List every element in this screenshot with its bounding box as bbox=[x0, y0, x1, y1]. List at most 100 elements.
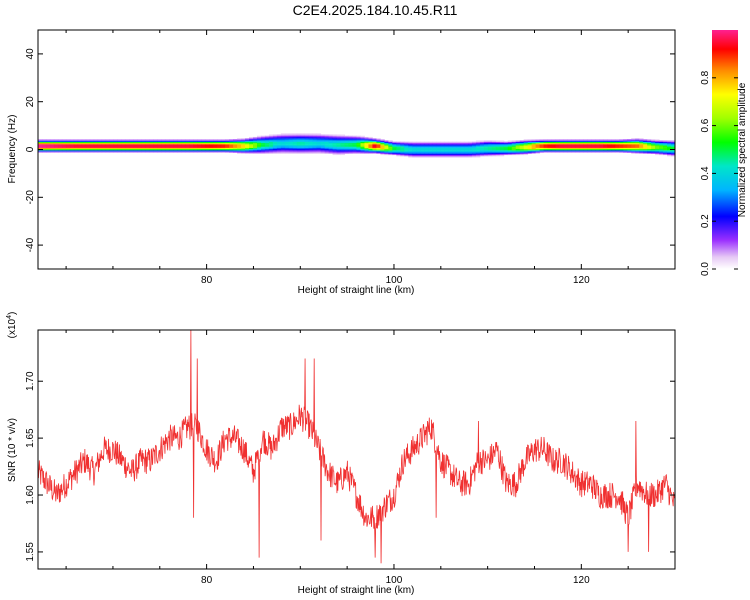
heatmap-cell bbox=[129, 148, 134, 151]
heatmap-cell bbox=[101, 141, 107, 144]
heatmap-cell bbox=[336, 140, 341, 142]
heatmap-cell bbox=[81, 141, 87, 144]
heatmap-cell bbox=[436, 145, 441, 147]
heatmap-cell bbox=[292, 138, 298, 140]
heatmap-cell bbox=[288, 134, 294, 136]
heatmap-cell bbox=[623, 140, 628, 142]
heatmap-cell bbox=[316, 152, 322, 154]
heatmap-cell bbox=[316, 141, 322, 144]
heatmap-cell bbox=[615, 139, 620, 141]
heatmap-cell bbox=[304, 141, 310, 144]
heatmap-cell bbox=[85, 151, 91, 153]
heatmap-cell bbox=[615, 142, 620, 145]
heatmap-cell bbox=[547, 140, 552, 142]
heatmap-cell bbox=[643, 148, 648, 151]
heatmap-cell bbox=[121, 141, 126, 144]
heatmap-cell bbox=[41, 144, 47, 146]
heatmap-cell bbox=[519, 148, 525, 151]
heatmap-cell bbox=[213, 142, 218, 145]
heatmap-cell bbox=[205, 148, 210, 151]
heatmap-cell bbox=[304, 139, 310, 141]
heatmap-cell bbox=[153, 147, 158, 150]
heatmap-cell bbox=[105, 148, 111, 151]
heatmap-cell bbox=[467, 150, 473, 152]
heatmap-cell bbox=[595, 147, 600, 150]
heatmap-cell bbox=[332, 142, 337, 145]
heatmap-cell bbox=[531, 146, 537, 148]
heatmap-cell bbox=[328, 135, 334, 138]
heatmap-cell bbox=[209, 144, 214, 146]
heatmap-cell bbox=[611, 146, 616, 148]
heatmap-cell bbox=[503, 152, 509, 154]
heatmap-cell bbox=[448, 154, 453, 157]
heatmap-cell bbox=[635, 144, 640, 146]
heatmap-cell bbox=[272, 141, 278, 144]
heatmap-cell bbox=[165, 147, 170, 150]
heatmap-cell bbox=[129, 145, 134, 147]
heatmap-cell bbox=[197, 147, 202, 150]
heatmap-cell bbox=[404, 148, 409, 151]
heatmap-cell bbox=[436, 142, 441, 145]
heatmap-cell bbox=[344, 152, 349, 154]
heatmap-cell bbox=[229, 140, 234, 142]
heatmap-cell bbox=[511, 152, 517, 154]
heatmap-cell bbox=[432, 142, 437, 145]
heatmap-cell bbox=[264, 145, 270, 147]
heatmap-cell bbox=[292, 152, 298, 154]
heatmap-cell bbox=[284, 144, 290, 146]
heatmap-cell bbox=[229, 145, 234, 147]
heatmap-cell bbox=[296, 146, 302, 148]
heatmap-cell bbox=[523, 141, 529, 144]
heatmap-cell bbox=[452, 153, 457, 156]
heatmap-cell bbox=[272, 134, 278, 136]
heatmap-cell bbox=[587, 146, 592, 148]
heatmap-cell bbox=[129, 144, 134, 146]
heatmap-cell bbox=[463, 141, 469, 144]
heatmap-cell bbox=[264, 144, 270, 146]
heatmap-cell bbox=[491, 141, 497, 144]
heatmap-cell bbox=[316, 135, 322, 138]
heatmap-cell bbox=[85, 145, 91, 147]
heatmap-cell bbox=[165, 151, 170, 153]
heatmap-cell bbox=[515, 141, 521, 144]
heatmap-cell bbox=[296, 148, 302, 151]
heatmap-cell bbox=[173, 145, 178, 147]
heatmap-cell bbox=[579, 146, 584, 148]
heatmap-cell bbox=[241, 150, 246, 152]
heatmap-cell bbox=[249, 146, 254, 148]
snr-frame bbox=[37, 329, 676, 570]
heatmap-cell bbox=[233, 141, 238, 144]
heatmap-cell bbox=[296, 151, 302, 153]
heatmap-cell bbox=[471, 146, 477, 148]
heatmap-cell bbox=[304, 145, 310, 147]
heatmap-cell bbox=[213, 140, 218, 142]
heatmap-cell bbox=[296, 134, 302, 136]
heatmap-cell bbox=[607, 144, 612, 146]
heatmap-cell bbox=[340, 139, 345, 141]
heatmap-cell bbox=[197, 144, 202, 146]
heatmap-cell bbox=[332, 145, 337, 147]
heatmap-cell bbox=[440, 142, 445, 145]
heatmap-cell bbox=[189, 148, 194, 151]
heatmap-cell bbox=[288, 144, 294, 146]
heatmap-cell bbox=[340, 153, 345, 156]
heatmap-cell bbox=[475, 142, 481, 145]
heatmap-cell bbox=[173, 142, 178, 145]
heatmap-cell bbox=[241, 142, 246, 145]
heatmap-cell bbox=[268, 148, 274, 151]
heatmap-cell bbox=[117, 139, 123, 141]
heatmap-cell bbox=[193, 145, 198, 147]
heatmap-cell bbox=[364, 139, 369, 141]
heatmap-cell bbox=[73, 146, 79, 148]
heatmap-cell bbox=[348, 136, 353, 139]
heatmap-cell bbox=[444, 141, 449, 144]
heatmap-cell bbox=[440, 150, 445, 152]
heatmap-cell bbox=[380, 147, 385, 150]
heatmap-cell bbox=[368, 138, 373, 140]
heatmap-cell bbox=[671, 147, 675, 150]
heatmap-cell bbox=[392, 151, 397, 153]
heatmap-cell bbox=[575, 148, 580, 151]
heatmap-cell bbox=[551, 141, 556, 144]
heatmap-cell bbox=[551, 139, 556, 141]
